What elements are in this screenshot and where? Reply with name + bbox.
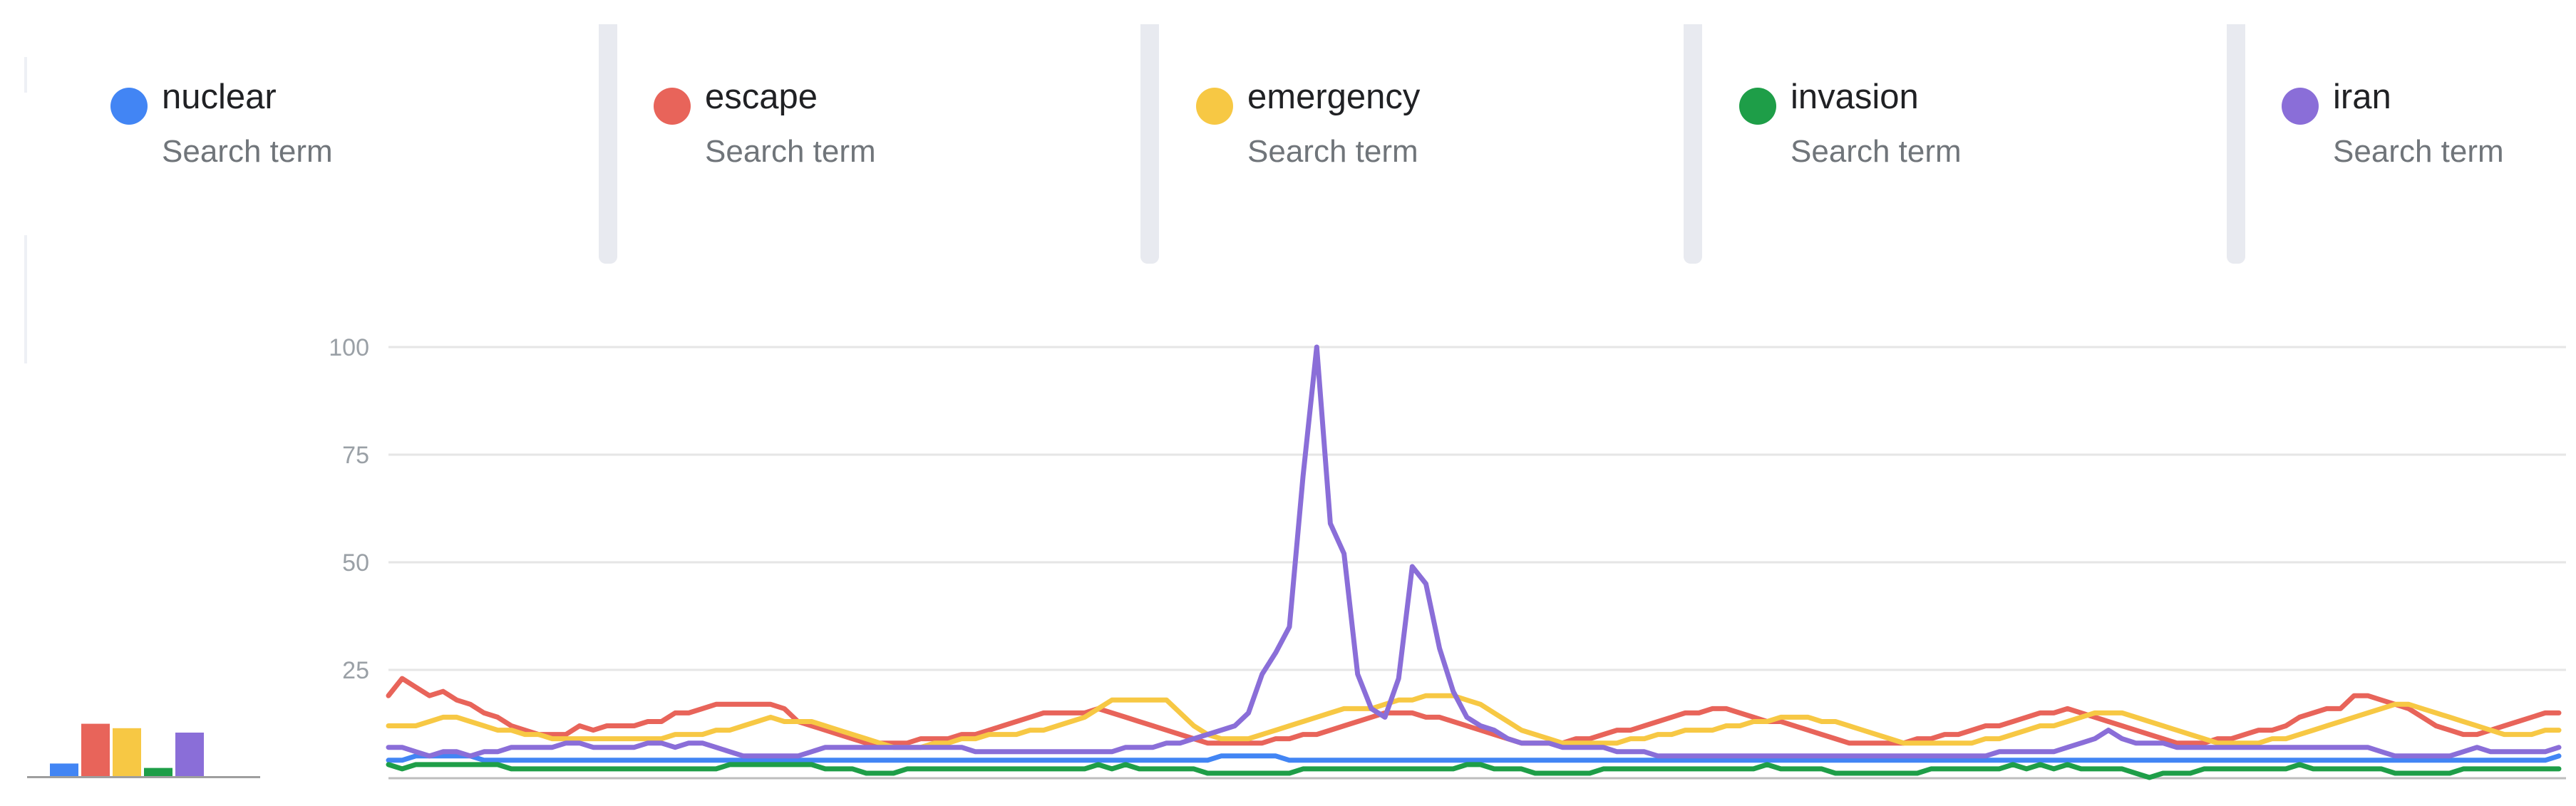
legend-term-iran[interactable]: iran Search term	[2282, 0, 2576, 264]
average-bar-chart	[27, 723, 260, 778]
legend-term-subtitle: Search term	[2333, 134, 2504, 169]
legend-term-name: invasion	[1791, 78, 1919, 116]
average-bar-iran	[175, 733, 204, 777]
legend-term-name: emergency	[1247, 78, 1421, 116]
series-color-dot	[2282, 88, 2319, 125]
legend-divider	[1140, 24, 1159, 264]
legend-term-name: escape	[705, 78, 818, 116]
panel-edge	[24, 235, 27, 363]
y-tick-label: 50	[342, 549, 369, 577]
average-bar-nuclear	[50, 763, 78, 777]
legend-term-name: nuclear	[162, 78, 277, 116]
series-line-nuclear[interactable]	[386, 753, 2562, 763]
legend-term-invasion[interactable]: invasion Search term	[1739, 0, 2281, 264]
legend-term-subtitle: Search term	[1247, 134, 1418, 169]
series-color-dot	[1196, 88, 1233, 125]
legend-divider	[599, 24, 617, 264]
legend-term-subtitle: Search term	[162, 134, 333, 169]
chart-gridlines: 100 75 50 25	[329, 334, 2566, 780]
legend-term-nuclear[interactable]: nuclear Search term	[110, 0, 652, 264]
y-tick-label: 25	[342, 657, 369, 684]
panel-edge	[24, 57, 27, 93]
legend-term-emergency[interactable]: emergency Search term	[1196, 0, 1738, 264]
average-bar-invasion	[144, 768, 172, 777]
series-line-iran[interactable]	[386, 344, 2562, 759]
y-tick-label: 100	[329, 334, 369, 361]
legend-term-subtitle: Search term	[1791, 134, 1962, 169]
series-color-dot	[654, 88, 691, 125]
series-line-invasion[interactable]	[386, 762, 2562, 780]
legend-divider	[1684, 24, 1702, 264]
legend-term-subtitle: Search term	[705, 134, 876, 169]
series-color-dot	[110, 88, 148, 125]
y-tick-label: 75	[342, 442, 369, 469]
series-color-dot	[1739, 88, 1776, 125]
legend-term-escape[interactable]: escape Search term	[654, 0, 1195, 264]
series-line-emergency[interactable]	[386, 693, 2562, 750]
average-bar-emergency	[113, 728, 141, 777]
chart-series-lines	[386, 344, 2562, 780]
series-line-escape[interactable]	[386, 676, 2562, 746]
legend-divider	[2227, 24, 2245, 264]
legend-bar: nuclear Search term escape Search term emerg…	[0, 0, 2576, 264]
legend-term-name: iran	[2333, 78, 2391, 116]
average-bar-escape	[81, 723, 110, 777]
